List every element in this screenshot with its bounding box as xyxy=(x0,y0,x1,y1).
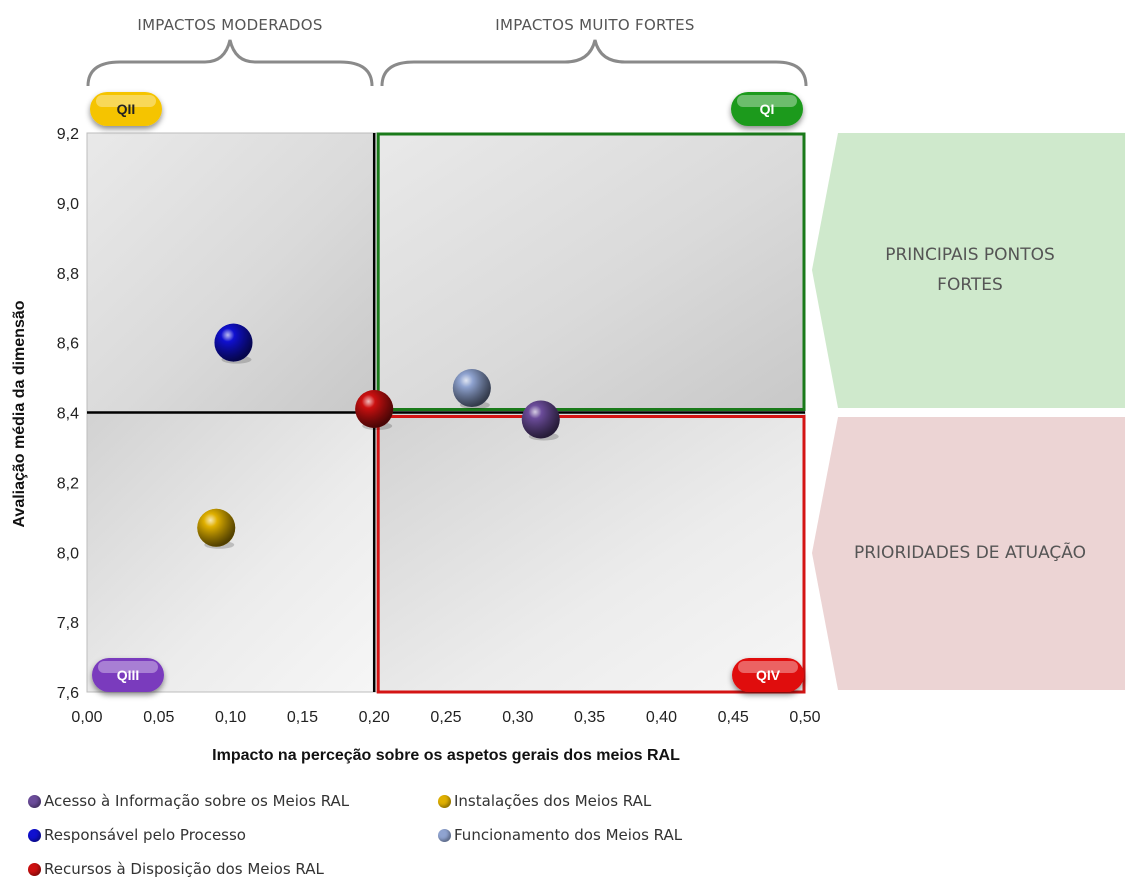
data-point-shading xyxy=(521,400,560,439)
quadrant-2-area xyxy=(87,133,375,413)
y-tick-label: 7,6 xyxy=(57,685,79,702)
strengths-label-line2: FORTES xyxy=(937,275,1003,295)
data-point-shading xyxy=(355,390,394,429)
y-tick-label: 7,8 xyxy=(57,615,79,632)
strong-brace xyxy=(380,39,808,87)
x-tick-label: 0,50 xyxy=(789,709,820,726)
legend-item: Funcionamento dos Meios RAL xyxy=(438,824,778,846)
quadrant-1-border xyxy=(376,132,806,411)
legend-item: Instalações dos Meios RAL xyxy=(438,790,778,812)
badge-q4: QIV xyxy=(732,658,804,692)
quadrant-4-area xyxy=(374,412,805,692)
y-tick-label: 8,6 xyxy=(57,336,79,353)
legend-label: Instalações dos Meios RAL xyxy=(454,792,652,810)
x-tick-label: 0,40 xyxy=(646,709,677,726)
badge-q2: QII xyxy=(90,92,162,126)
x-tick-label: 0,15 xyxy=(287,709,318,726)
y-tick-label: 8,8 xyxy=(57,266,79,283)
top-label-strong: IMPACTOS MUITO FORTES xyxy=(495,16,695,34)
badge-q1-gloss xyxy=(737,95,797,107)
x-tick-label: 0,00 xyxy=(71,709,102,726)
y-tick-label: 9,0 xyxy=(57,196,79,213)
legend-swatch xyxy=(28,862,41,876)
quadrant-1-area xyxy=(374,133,805,413)
data-point-shading xyxy=(214,323,253,362)
badge-q2-label: QII xyxy=(117,101,136,117)
y-tick-label: 8,2 xyxy=(57,475,79,492)
top-label-moderate: IMPACTOS MODERADOS xyxy=(137,16,322,34)
legend-swatch xyxy=(28,828,41,842)
x-tick-label: 0,30 xyxy=(502,709,533,726)
badge-q3-label: QIII xyxy=(117,667,140,683)
moderate-brace xyxy=(86,39,374,87)
badge-q3-gloss xyxy=(98,661,158,673)
x-tick-label: 0,45 xyxy=(718,709,749,726)
badge-q4-gloss xyxy=(738,661,798,673)
badge-q3: QIII xyxy=(92,658,164,692)
priorities-arrow xyxy=(812,417,1125,690)
axis-ticks: 0,00 0,05 0,10 0,15 0,20 0,25 0,30 0,35 0,40 0,45… xyxy=(57,126,821,726)
legend: Acesso à Informação sobre os Meios RAL In… xyxy=(28,790,788,880)
x-tick-label: 0,20 xyxy=(359,709,390,726)
legend-swatch xyxy=(438,828,451,842)
x-tick-label: 0,35 xyxy=(574,709,605,726)
y-tick-label: 8,0 xyxy=(57,545,79,562)
x-tick-label: 0,05 xyxy=(143,709,174,726)
data-point-shading xyxy=(452,369,491,408)
strengths-label-line1: PRINCIPAIS PONTOS xyxy=(885,245,1055,265)
x-tick-label: 0,10 xyxy=(215,709,246,726)
legend-item: Recursos à Disposição dos Meios RAL xyxy=(28,858,438,880)
badge-q4-label: QIV xyxy=(756,667,781,683)
quadrant-4-border xyxy=(376,415,806,694)
priorities-label: PRIORIDADES DE ATUAÇÃO xyxy=(854,541,1086,563)
plot-area xyxy=(86,132,806,694)
x-axis-title: Impacto na perceção sobre os aspetos ger… xyxy=(212,747,680,764)
y-tick-label: 8,4 xyxy=(57,406,79,423)
legend-label: Funcionamento dos Meios RAL xyxy=(454,826,683,844)
data-point-shading xyxy=(197,508,236,547)
quadrant-badges: QII QI QIII QIV xyxy=(90,92,804,692)
quadrant-chart: IMPACTOS MODERADOS IMPACTOS MUITO FORTES… xyxy=(11,16,1125,764)
y-tick-label: 9,2 xyxy=(57,126,79,143)
legend-label: Recursos à Disposição dos Meios RAL xyxy=(44,860,324,878)
badge-q1-label: QI xyxy=(760,101,775,117)
quadrant-3-area xyxy=(87,412,375,692)
legend-item: Responsável pelo Processo xyxy=(28,824,438,846)
data-points xyxy=(197,323,560,549)
badge-q1: QI xyxy=(731,92,803,126)
legend-item: Acesso à Informação sobre os Meios RAL xyxy=(28,790,438,812)
legend-label: Responsável pelo Processo xyxy=(44,826,246,844)
x-tick-label: 0,25 xyxy=(430,709,461,726)
legend-label: Acesso à Informação sobre os Meios RAL xyxy=(44,792,350,810)
legend-swatch xyxy=(28,794,41,808)
legend-swatch xyxy=(438,794,451,808)
y-axis-title: Avaliação média da dimensão xyxy=(11,300,28,527)
badge-q2-gloss xyxy=(96,95,156,107)
strengths-arrow xyxy=(812,133,1125,408)
